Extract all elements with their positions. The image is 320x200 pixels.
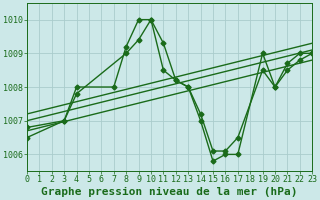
X-axis label: Graphe pression niveau de la mer (hPa): Graphe pression niveau de la mer (hPa) (41, 187, 298, 197)
